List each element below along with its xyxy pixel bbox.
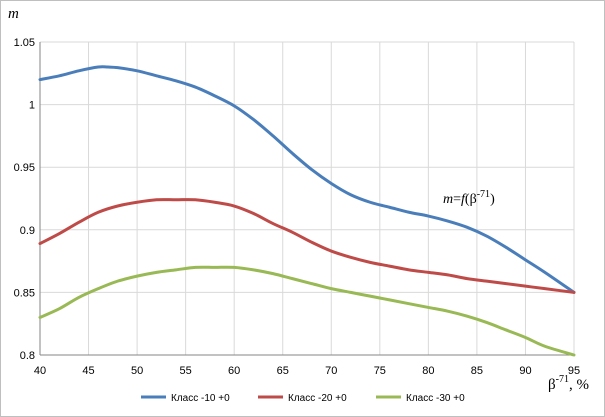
series-lines xyxy=(38,65,576,357)
x-tick-label: 90 xyxy=(519,365,531,377)
series-line-3 xyxy=(38,265,576,357)
formula-arg-sup: -71 xyxy=(477,189,490,200)
x-tick-label: 85 xyxy=(471,365,483,377)
y-tick-label: 0.85 xyxy=(14,287,35,299)
legend: Класс -10 +0 Класс -20 +0 Класс -30 +0 xyxy=(141,393,465,404)
x-axis-title-main: β xyxy=(548,377,556,393)
formula-eq: = xyxy=(453,192,461,207)
y-tick-label: 1.05 xyxy=(14,37,35,49)
x-tick-label: 60 xyxy=(228,365,240,377)
x-axis-title-sup: -71 xyxy=(556,374,569,385)
x-tick-label: 45 xyxy=(82,365,94,377)
series-line-1 xyxy=(38,65,576,294)
y-tick-label: 0.95 xyxy=(14,162,35,174)
x-tick-label: 75 xyxy=(374,365,386,377)
x-tick-label: 55 xyxy=(180,365,192,377)
legend-label-2: Класс -20 +0 xyxy=(288,393,347,404)
formula-func: f xyxy=(461,192,467,207)
x-tick-label: 50 xyxy=(131,365,143,377)
x-tick-label: 65 xyxy=(277,365,289,377)
formula-arg-close: ) xyxy=(490,192,495,207)
x-tick-label: 40 xyxy=(34,365,46,377)
y-tick-label: 1 xyxy=(29,100,35,112)
series-line-2 xyxy=(38,198,576,294)
x-tick-label: 70 xyxy=(325,365,337,377)
grid xyxy=(39,41,575,356)
x-tick-label: 80 xyxy=(422,365,434,377)
y-tick-label: 0.9 xyxy=(20,225,35,237)
y-tick-label: 0.8 xyxy=(20,350,35,362)
y-axis-title: m xyxy=(8,6,19,22)
x-axis-title: β-71, % xyxy=(548,374,589,393)
formula-annotation: m=f(β-71) xyxy=(443,189,495,207)
formula-arg-open: (β xyxy=(465,192,477,207)
y-tick-labels: 0.8 0.85 0.9 0.95 1 1.05 xyxy=(14,37,35,362)
formula-var: m xyxy=(443,192,453,207)
x-tick-label: 95 xyxy=(568,365,580,377)
x-tick-labels: 40 45 50 55 60 65 70 75 80 85 90 95 xyxy=(34,365,580,377)
x-axis-title-unit: , % xyxy=(569,377,589,393)
legend-label-1: Класс -10 +0 xyxy=(171,393,230,404)
legend-label-3: Класс -30 +0 xyxy=(406,393,465,404)
